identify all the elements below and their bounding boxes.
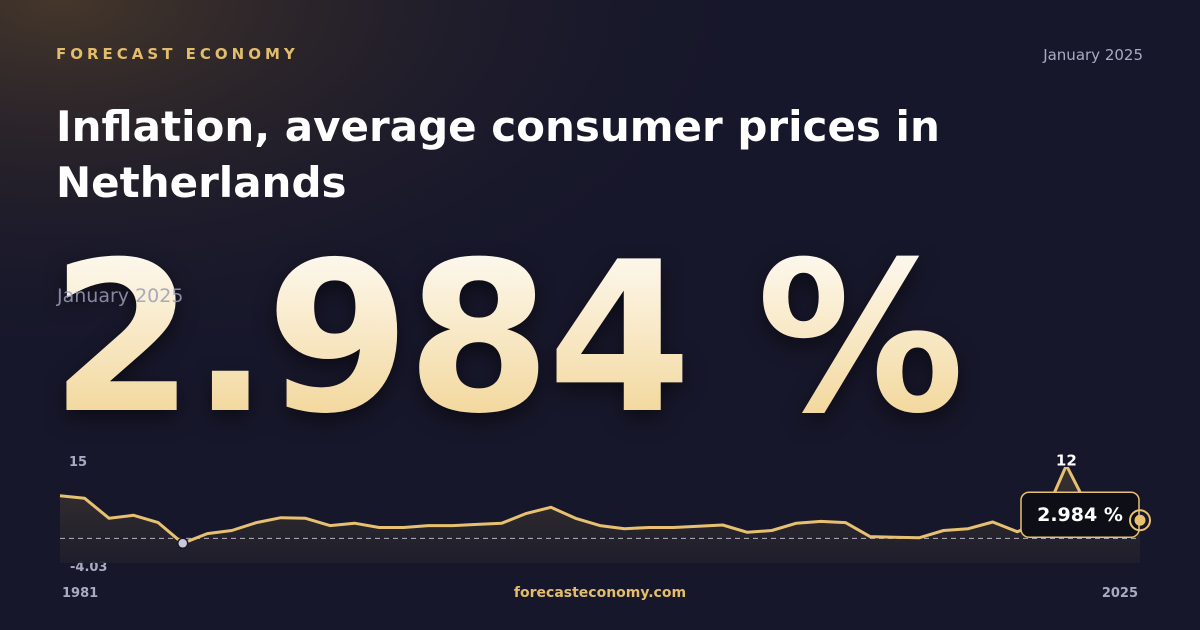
min-point [176,537,189,550]
end-point [1134,514,1146,526]
end-point-ring [1129,509,1151,532]
headline-value: 2.984 % [50,218,961,460]
footer: forecasteconomy.com [514,585,686,601]
line [59,463,1141,545]
x-tick-label: 2025 [1102,586,1138,601]
value-label: 12 [1056,451,1077,469]
value-label-box [1020,491,1140,538]
value-label: 2.984 % [1037,504,1123,526]
x-tick-label: 1981 [62,586,98,601]
date: January 2025 [1042,46,1143,64]
chart-title: Inflation, average consumer prices in Net… [56,102,940,207]
y-tick-label: 15 [69,455,87,470]
subtitle: January 2025 [56,285,183,307]
y-tick-label: -4.03 [70,560,107,575]
brand: FORECAST ECONOMY [56,45,299,63]
